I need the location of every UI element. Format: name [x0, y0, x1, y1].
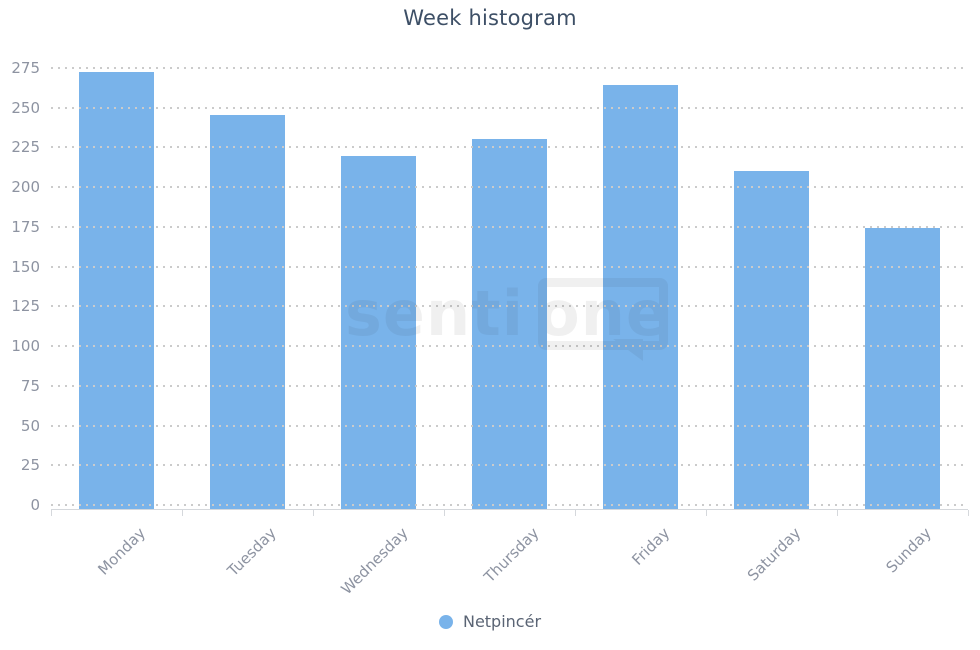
- gridline-y-50: [51, 424, 968, 427]
- bar-monday[interactable]: [78, 71, 155, 509]
- bar-friday[interactable]: [602, 83, 679, 509]
- x-axis-tick: [706, 510, 707, 516]
- y-axis-tick-label-75: 75: [20, 376, 40, 395]
- gridline-y-225: [51, 146, 968, 149]
- y-axis-tick-label-125: 125: [11, 297, 40, 316]
- gridline-y-250: [51, 106, 968, 109]
- x-axis-label-monday: Monday: [94, 524, 150, 579]
- y-axis-tick-label-250: 250: [11, 98, 40, 117]
- x-axis-tick: [313, 510, 314, 516]
- x-axis-tick: [182, 510, 183, 516]
- legend-label: Netpincér: [462, 612, 542, 631]
- plot-area: [51, 67, 969, 516]
- y-axis-tick-label-150: 150: [11, 257, 40, 276]
- y-axis-tick-label-275: 275: [11, 59, 40, 77]
- x-axis-label-saturday: Saturday: [743, 524, 805, 585]
- x-axis-tick: [968, 510, 969, 516]
- gridline-y-25: [51, 464, 968, 467]
- bar-tuesday[interactable]: [209, 114, 286, 509]
- gridline-y-75: [51, 384, 968, 387]
- gridline-y-100: [51, 345, 968, 348]
- gridline-y-275: [51, 67, 968, 69]
- legend: Netpincér: [0, 612, 980, 631]
- y-axis-tick-label-50: 50: [20, 416, 40, 435]
- x-axis-tick: [51, 510, 52, 516]
- y-axis-tick-label-175: 175: [11, 217, 40, 236]
- x-axis-label-tuesday: Tuesday: [224, 524, 281, 580]
- bar-sunday[interactable]: [864, 226, 941, 509]
- y-axis-tick-label-200: 200: [11, 178, 40, 197]
- x-axis-label-wednesday: Wednesday: [337, 524, 412, 599]
- gridline-y-125: [51, 305, 968, 308]
- x-axis-label-sunday: Sunday: [882, 524, 936, 577]
- x-axis-tick: [837, 510, 838, 516]
- x-axis-tick: [444, 510, 445, 516]
- y-axis-tick-label-25: 25: [20, 456, 40, 475]
- gridline-y-150: [51, 265, 968, 268]
- gridline-y-0: [51, 504, 968, 506]
- x-axis-tick: [575, 510, 576, 516]
- gridline-y-200: [51, 186, 968, 189]
- bar-wednesday[interactable]: [340, 155, 417, 509]
- x-axis-label-friday: Friday: [628, 524, 674, 569]
- legend-marker-icon: [438, 614, 453, 629]
- gridline-y-175: [51, 225, 968, 228]
- bar-thursday[interactable]: [471, 137, 548, 509]
- legend-item-netpincér[interactable]: Netpincér: [438, 612, 542, 631]
- chart-title: Week histogram: [403, 6, 577, 30]
- x-axis-label-thursday: Thursday: [480, 524, 543, 587]
- y-axis-tick-label-225: 225: [11, 138, 40, 157]
- bar-saturday[interactable]: [733, 169, 810, 509]
- y-axis-tick-label-100: 100: [11, 337, 40, 356]
- y-axis-tick-label-0: 0: [30, 496, 40, 514]
